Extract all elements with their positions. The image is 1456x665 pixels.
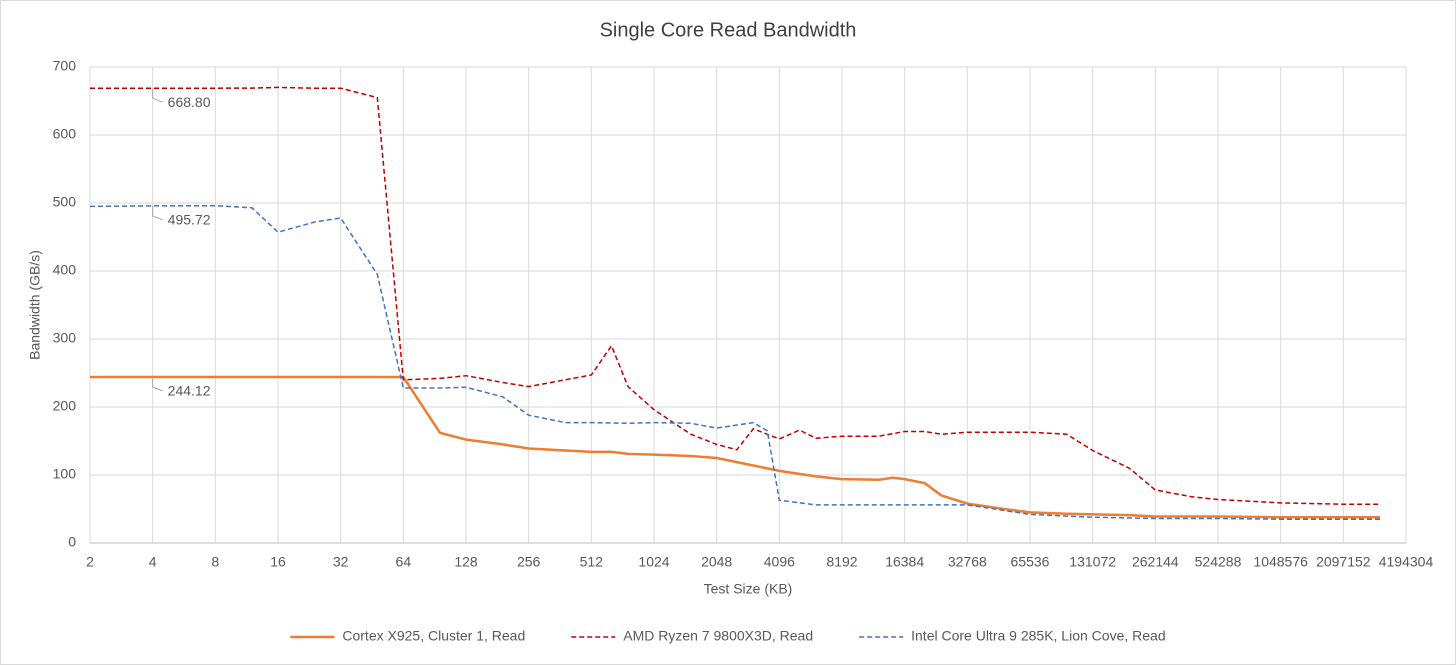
x-tick-label: 4 — [149, 554, 157, 570]
y-axis-label: Bandwidth (GB/s) — [27, 250, 43, 360]
series-line — [90, 375, 1380, 519]
y-tick-label: 700 — [53, 58, 77, 74]
x-tick-label: 65536 — [1011, 554, 1050, 570]
legend-label: Cortex X925, Cluster 1, Read — [342, 628, 525, 644]
x-tick-label: 128 — [454, 554, 478, 570]
x-tick-label: 4096 — [764, 554, 795, 570]
y-tick-label: 200 — [53, 398, 77, 414]
label-leader — [152, 205, 163, 221]
x-tick-label: 524288 — [1195, 554, 1242, 570]
x-tick-label: 32768 — [948, 554, 987, 570]
x-tick-label: 8 — [211, 554, 219, 570]
x-tick-label: 262144 — [1132, 554, 1179, 570]
x-tick-label: 2 — [86, 554, 94, 570]
x-tick-label: 1048576 — [1253, 554, 1308, 570]
chart-title: Single Core Read Bandwidth — [600, 19, 857, 41]
x-tick-label: 32 — [333, 554, 349, 570]
y-tick-label: 600 — [53, 126, 77, 142]
data-label: 495.72 — [168, 212, 211, 228]
legend-label: AMD Ryzen 7 9800X3D, Read — [623, 628, 813, 644]
x-tick-label: 16 — [270, 554, 286, 570]
y-tick-label: 500 — [53, 194, 77, 210]
x-tick-label: 2097152 — [1316, 554, 1371, 570]
y-tick-label: 300 — [53, 330, 77, 346]
x-tick-label: 16384 — [885, 554, 924, 570]
x-tick-label: 2048 — [701, 554, 732, 570]
y-tick-label: 0 — [68, 534, 76, 550]
series-line — [90, 86, 1380, 505]
x-tick-label: 64 — [396, 554, 412, 570]
x-tick-label: 8192 — [826, 554, 857, 570]
label-leader — [152, 88, 163, 103]
y-tick-label: 400 — [53, 262, 77, 278]
label-leader — [152, 376, 163, 392]
y-tick-label: 100 — [53, 466, 77, 482]
data-label: 668.80 — [168, 94, 211, 110]
x-tick-label: 4194304 — [1379, 554, 1434, 570]
x-tick-label: 512 — [580, 554, 604, 570]
x-tick-label: 256 — [517, 554, 541, 570]
data-label: 244.12 — [168, 383, 211, 399]
series-line — [89, 204, 1380, 520]
x-axis-label: Test Size (KB) — [704, 581, 793, 597]
legend-label: Intel Core Ultra 9 285K, Lion Cove, Read — [911, 628, 1165, 644]
x-tick-label: 131072 — [1069, 554, 1116, 570]
x-tick-label: 1024 — [638, 554, 669, 570]
